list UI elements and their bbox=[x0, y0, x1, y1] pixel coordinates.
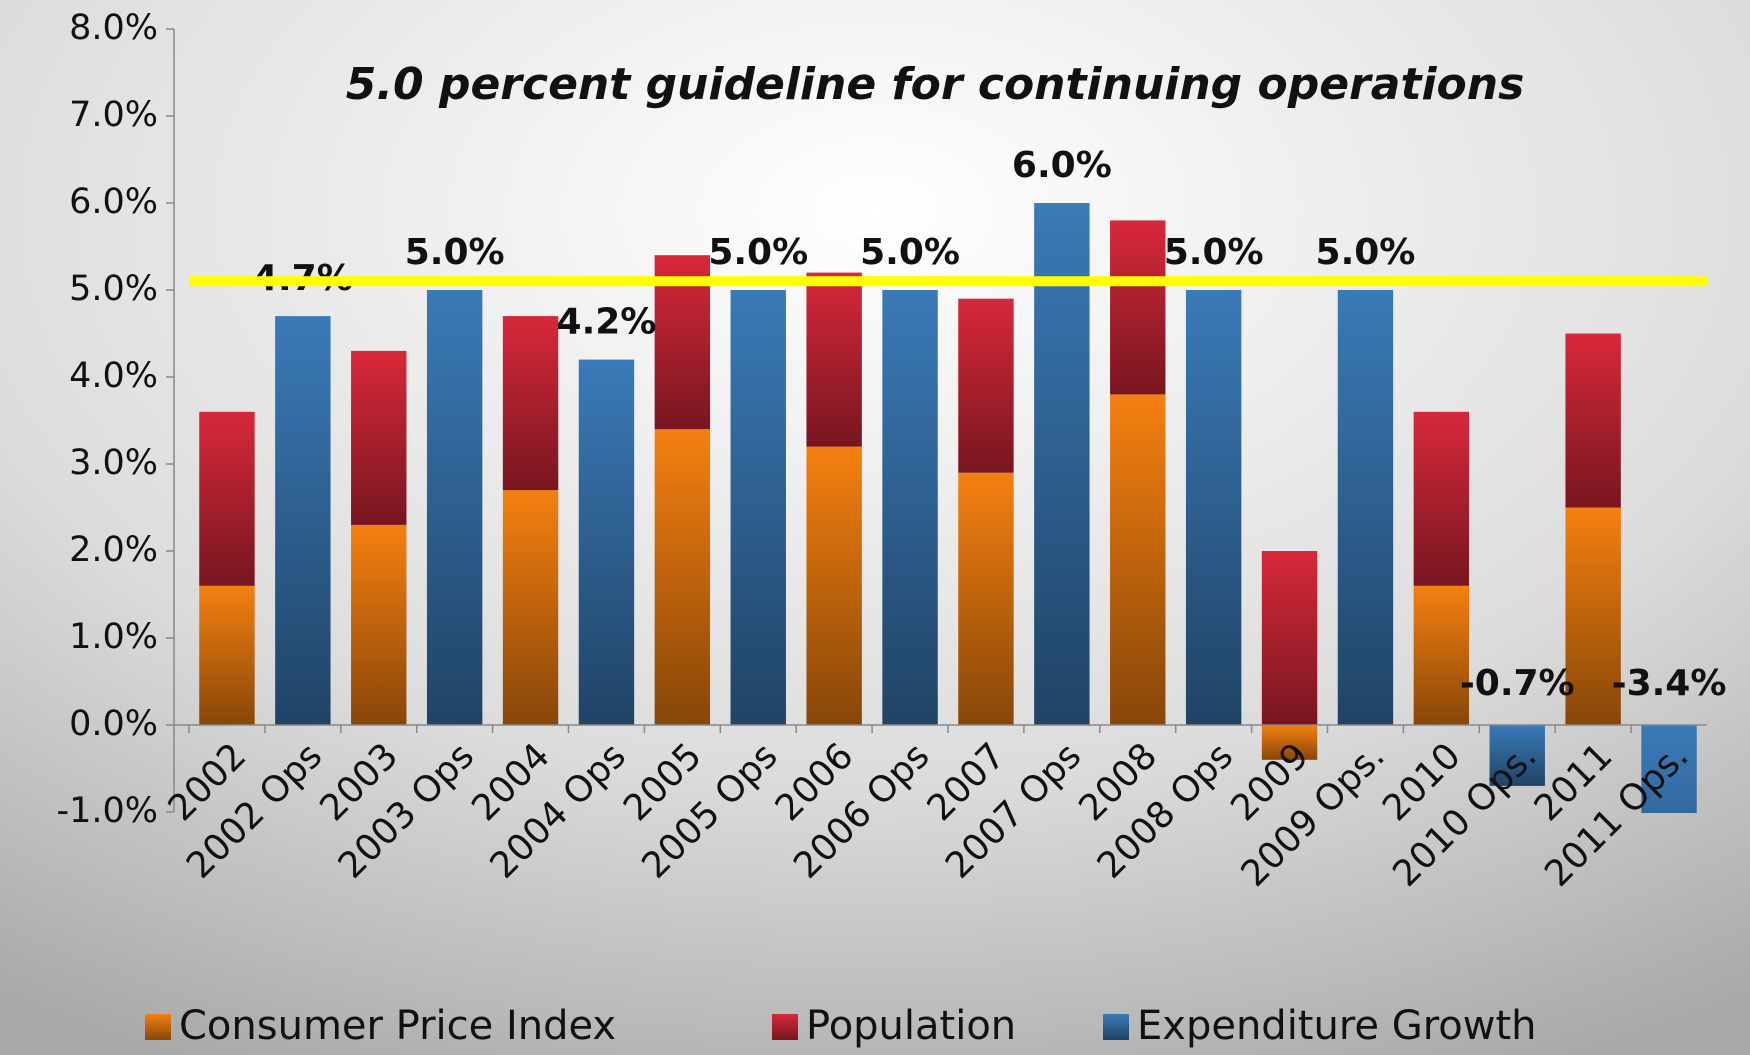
bar bbox=[1641, 725, 1697, 813]
legend-label: Population bbox=[806, 1003, 1016, 1049]
data-label: 5.0% bbox=[860, 232, 960, 273]
bar bbox=[1034, 203, 1090, 725]
y-tick-label: 7.0% bbox=[69, 95, 158, 135]
bar bbox=[199, 411, 255, 586]
y-tick-label: 0.0% bbox=[69, 704, 158, 744]
bar bbox=[806, 446, 862, 725]
bar bbox=[1110, 394, 1166, 725]
bar bbox=[1185, 290, 1242, 725]
bar bbox=[1413, 585, 1470, 725]
bar bbox=[958, 472, 1014, 725]
bar bbox=[351, 524, 407, 725]
bar bbox=[1261, 551, 1318, 725]
bar bbox=[1110, 220, 1166, 395]
legend-marker bbox=[145, 1014, 171, 1040]
y-tick-label: 8.0% bbox=[69, 8, 158, 48]
bar bbox=[502, 316, 559, 491]
chart-title: 5.0 percent guideline for continuing ope… bbox=[346, 59, 1525, 110]
bar bbox=[426, 290, 483, 725]
data-label: 5.0% bbox=[1164, 232, 1264, 273]
bar bbox=[275, 316, 331, 725]
bar bbox=[502, 490, 559, 725]
bar bbox=[1489, 725, 1545, 786]
bar bbox=[1565, 333, 1621, 508]
y-tick-label: 2.0% bbox=[69, 530, 158, 570]
data-label: -3.4% bbox=[1612, 663, 1727, 704]
bar bbox=[351, 350, 407, 525]
bar bbox=[1565, 507, 1621, 725]
data-label: 5.0% bbox=[708, 232, 808, 273]
bar bbox=[654, 429, 711, 725]
bar bbox=[806, 272, 862, 447]
data-label: 4.2% bbox=[557, 302, 657, 343]
data-label: 5.0% bbox=[1316, 232, 1416, 273]
bar bbox=[730, 290, 786, 725]
bar bbox=[199, 585, 255, 725]
y-tick-label: 6.0% bbox=[69, 182, 158, 222]
y-tick-label: 3.0% bbox=[69, 443, 158, 483]
bar bbox=[578, 359, 635, 725]
bar bbox=[958, 298, 1014, 473]
data-label: -0.7% bbox=[1460, 663, 1575, 704]
bar bbox=[1261, 725, 1318, 760]
data-label: 5.0% bbox=[405, 232, 505, 273]
bar bbox=[1413, 411, 1470, 586]
bar bbox=[1337, 290, 1394, 725]
data-label: 6.0% bbox=[1012, 145, 1112, 186]
y-tick-label: -1.0% bbox=[56, 791, 158, 831]
legend-marker bbox=[1103, 1014, 1129, 1040]
y-tick-label: 1.0% bbox=[69, 617, 158, 657]
legend-marker bbox=[772, 1014, 798, 1040]
y-tick-label: 4.0% bbox=[69, 356, 158, 396]
legend-label: Consumer Price Index bbox=[179, 1003, 616, 1049]
plot-area bbox=[199, 203, 1697, 813]
legend-label: Expenditure Growth bbox=[1137, 1003, 1537, 1049]
y-tick-label: 5.0% bbox=[69, 269, 158, 309]
bar bbox=[882, 290, 938, 725]
